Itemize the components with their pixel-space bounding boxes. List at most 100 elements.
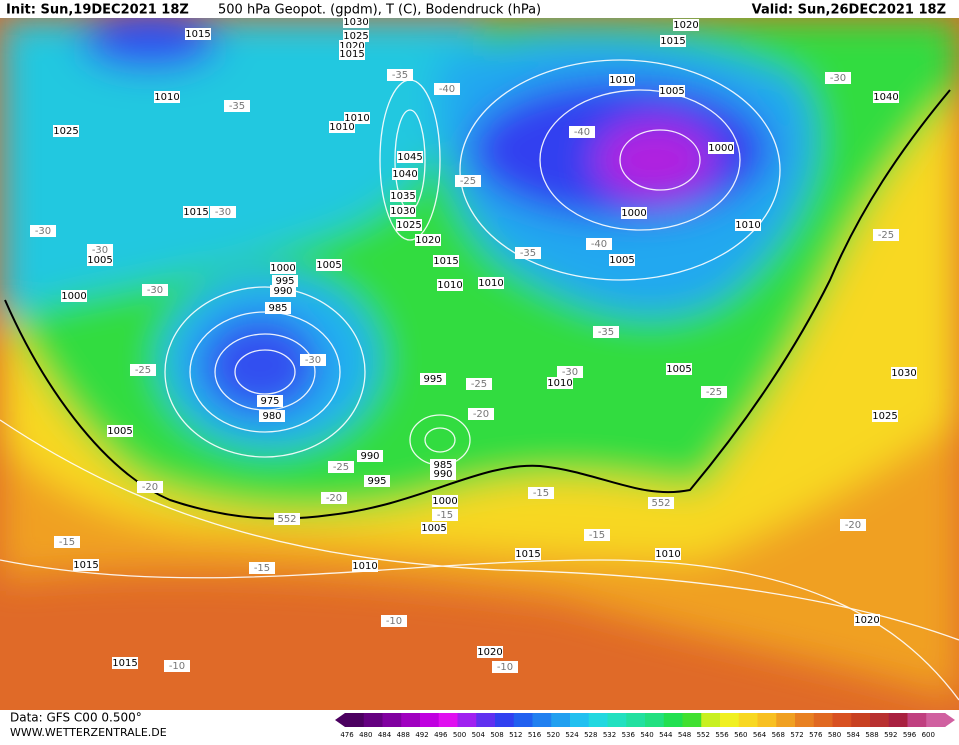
color-bar-label: 584	[847, 731, 861, 739]
temperature-label-box	[130, 364, 156, 376]
color-bar-cell	[682, 713, 702, 727]
color-bar-label: 532	[603, 731, 616, 739]
temperature-label: -25	[333, 462, 349, 473]
isobar-label: 1020	[339, 41, 364, 52]
temperature-label-box	[701, 386, 727, 398]
isobar-label-box	[107, 425, 133, 437]
temperature-label: -40	[574, 127, 590, 138]
isobar-label-box	[112, 657, 138, 669]
color-bar-cell	[382, 713, 402, 727]
valid-time: Valid: Sun,26DEC2021 18Z	[752, 3, 946, 18]
temperature-label: -35	[520, 248, 536, 259]
temperature-label-box	[515, 247, 541, 259]
isobar-label-box	[154, 91, 180, 103]
temperature-label-box	[142, 284, 168, 296]
temperature-label: -30	[35, 226, 51, 237]
isobar-label-box	[183, 206, 209, 218]
isobar-label: 1010	[352, 561, 377, 572]
header-bar	[0, 0, 959, 18]
color-bar-cell	[626, 713, 646, 727]
temperature-label-box	[468, 408, 494, 420]
map-title: 500 hPa Geopot. (gpdm), T (C), Bodendruc…	[218, 3, 541, 18]
isobar-label-box	[708, 142, 734, 154]
isobar-label: 1015	[339, 49, 364, 60]
isobar-label: 1005	[659, 86, 684, 97]
isobar-label-box	[609, 254, 635, 266]
isobar-label-box	[339, 48, 365, 60]
color-bar-cell	[532, 713, 552, 727]
temperature-label: 552	[651, 498, 670, 509]
temperature-label-box	[249, 562, 275, 574]
isobar-label-box	[659, 85, 685, 97]
isobar-label: 1030	[891, 368, 916, 379]
color-bar-label: 560	[734, 731, 747, 739]
temperature-label-box	[466, 378, 492, 390]
color-bar-label: 516	[528, 731, 542, 739]
color-bar-label: 592	[884, 731, 897, 739]
temperature-label-box	[87, 244, 113, 256]
temperature-label: -15	[59, 537, 75, 548]
isobar-label: 1025	[53, 126, 78, 137]
isobar-label: 985	[268, 303, 287, 314]
isobar-label: 975	[260, 396, 279, 407]
isobar-label-box	[352, 560, 378, 572]
temperature-label-box	[840, 519, 866, 531]
color-bar-label: 480	[359, 731, 372, 739]
isobar-label: 1005	[609, 255, 634, 266]
color-bar-label: 492	[415, 731, 428, 739]
isobar-label-box	[87, 254, 113, 266]
isobar-label-box	[270, 262, 296, 274]
isobar-label: 1035	[390, 191, 415, 202]
isobar-label: 990	[433, 469, 452, 480]
isobar-label-box	[397, 151, 423, 163]
isobar-label: 995	[367, 476, 386, 487]
temperature-label: -20	[142, 482, 158, 493]
color-bar-label: 512	[509, 731, 522, 739]
temperature-label-box	[648, 497, 674, 509]
temperature-label: -30	[830, 73, 846, 84]
isobar-label-box	[437, 279, 463, 291]
color-bar-label: 508	[490, 731, 503, 739]
temperature-label: -20	[326, 493, 342, 504]
color-bar-cell	[363, 713, 383, 727]
color-bar-label: 484	[378, 731, 392, 739]
color-bar-cell	[438, 713, 458, 727]
isobar-label-box	[621, 207, 647, 219]
temperature-label-box	[492, 661, 518, 673]
isobar-label-box	[420, 373, 446, 385]
init-time: Init: Sun,19DEC2021 18Z	[6, 3, 189, 18]
site-name: WWW.WETTERZENTRALE.DE	[10, 726, 167, 739]
temperature-label: -15	[254, 563, 270, 574]
isobar-label: 1010	[154, 92, 179, 103]
temperature-label-box	[224, 100, 250, 112]
temperature-label-box	[210, 206, 236, 218]
temperature-label-box	[557, 366, 583, 378]
data-source: Data: GFS C00 0.500°	[10, 711, 142, 725]
color-bar-cell	[851, 713, 871, 727]
isobar-label-box	[259, 410, 285, 422]
isobar-label-box	[478, 277, 504, 289]
isobar-label: 1030	[343, 17, 368, 28]
isobar-label: 1010	[478, 278, 503, 289]
isobar-label: 1015	[660, 36, 685, 47]
color-bar-label: 576	[809, 731, 823, 739]
color-bar-cell	[401, 713, 421, 727]
color-bar-label: 488	[397, 731, 410, 739]
color-bar-label: 552	[697, 731, 710, 739]
color-bar-cell	[888, 713, 908, 727]
isobar-label-box	[854, 614, 880, 626]
color-bar-label: 544	[659, 731, 673, 739]
isobar-label: 1015	[185, 29, 210, 40]
isobar-label: 1020	[477, 647, 502, 658]
isobar-label-box	[735, 219, 761, 231]
color-bar-cell	[420, 713, 440, 727]
temperature-label-box	[873, 229, 899, 241]
isobar-label: 980	[262, 411, 281, 422]
isobar-label-box	[660, 35, 686, 47]
color-bar-label: 476	[340, 731, 354, 739]
isobar-label-box	[415, 234, 441, 246]
color-bar-arrow-right	[945, 713, 955, 727]
temperature-label-box	[321, 492, 347, 504]
temperature-label: -15	[437, 510, 453, 521]
isobar-label-box	[390, 190, 416, 202]
